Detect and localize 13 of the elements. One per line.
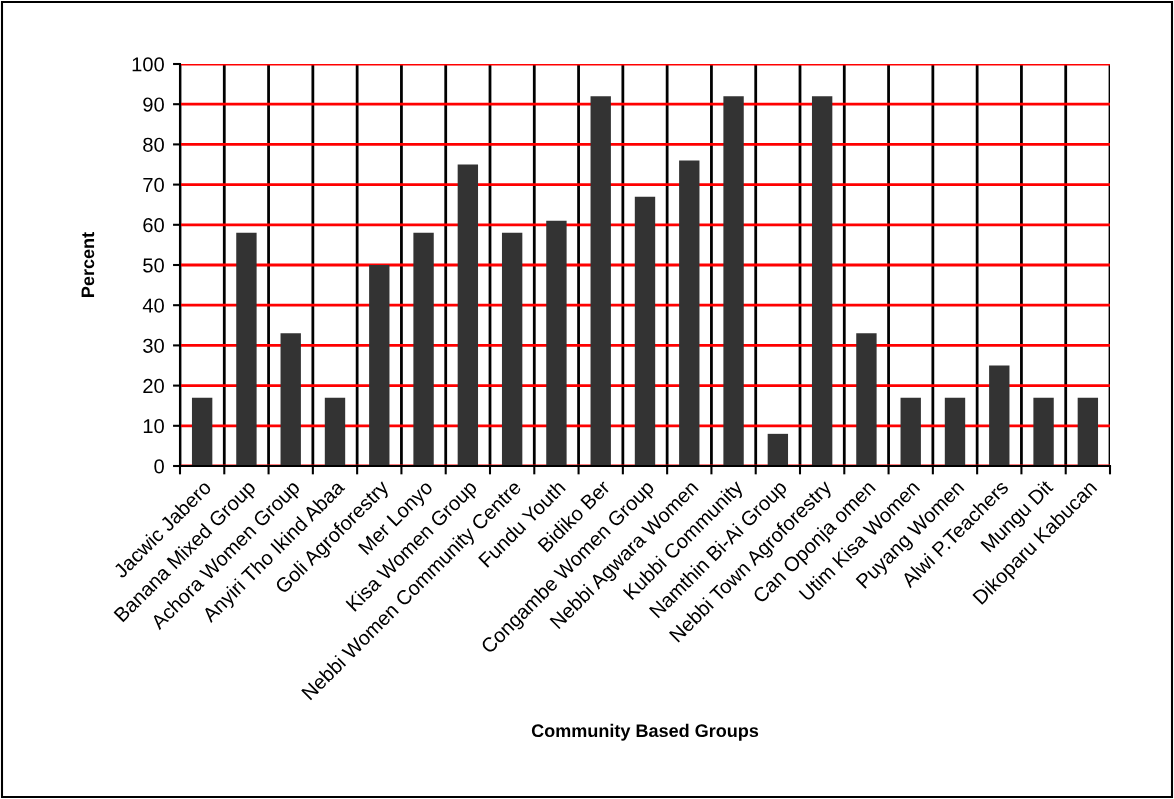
y-tick-label: 0 bbox=[154, 459, 164, 474]
y-tick-label: 100 bbox=[132, 57, 164, 72]
y-tick-label: 40 bbox=[142, 298, 164, 313]
y-axis-title: Percent bbox=[81, 232, 95, 297]
y-tick-label: 10 bbox=[143, 419, 164, 434]
y-tick-label: 50 bbox=[143, 258, 164, 273]
y-tick-label: 30 bbox=[143, 338, 164, 353]
y-tick-label: 90 bbox=[143, 97, 164, 112]
y-tick-label: 80 bbox=[143, 137, 164, 152]
y-tick-label: 60 bbox=[143, 218, 164, 233]
y-tick-label: 20 bbox=[143, 378, 164, 394]
x-axis-title: Community Based Groups bbox=[531, 723, 759, 741]
y-tick-label: 70 bbox=[143, 177, 164, 193]
